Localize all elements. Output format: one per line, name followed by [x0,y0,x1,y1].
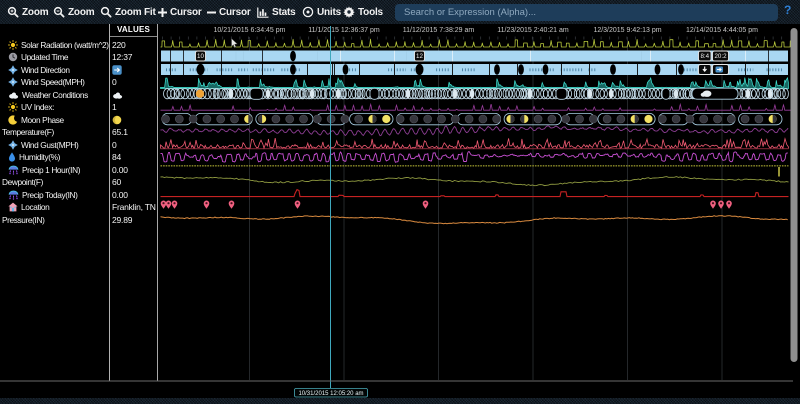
svg-text:20:2: 20:2 [714,53,727,60]
svg-text:10/31/2015 12:05:20 am: 10/31/2015 12:05:20 am [298,391,363,397]
svg-text:10: 10 [197,53,204,60]
svg-text:12: 12 [416,53,423,60]
svg-text:8:4: 8:4 [700,53,709,60]
